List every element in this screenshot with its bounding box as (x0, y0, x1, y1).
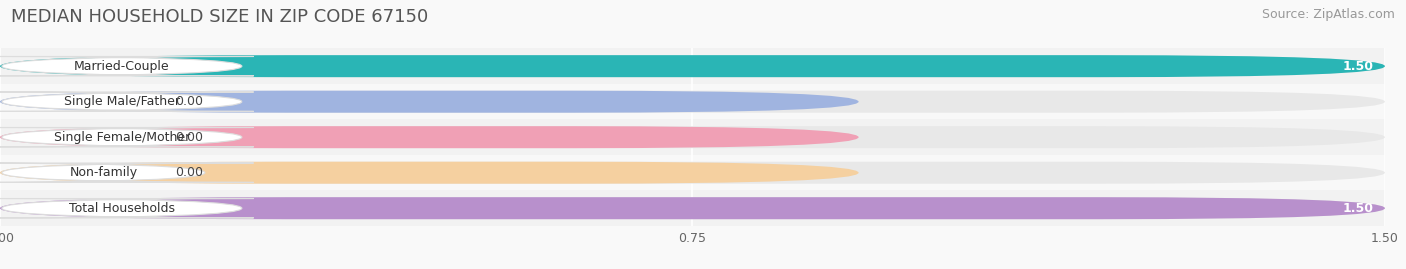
Text: 0.00: 0.00 (176, 95, 204, 108)
Text: Source: ZipAtlas.com: Source: ZipAtlas.com (1261, 8, 1395, 21)
FancyBboxPatch shape (0, 199, 253, 218)
FancyBboxPatch shape (0, 128, 253, 147)
Text: Non-family: Non-family (69, 166, 138, 179)
Text: Single Female/Mother: Single Female/Mother (53, 131, 190, 144)
Text: 1.50: 1.50 (1343, 202, 1374, 215)
FancyBboxPatch shape (0, 91, 1385, 113)
FancyBboxPatch shape (0, 126, 1385, 148)
Text: 1.50: 1.50 (1343, 60, 1374, 73)
FancyBboxPatch shape (0, 55, 1385, 77)
FancyBboxPatch shape (0, 197, 1385, 219)
FancyBboxPatch shape (0, 56, 253, 76)
Text: Total Households: Total Households (69, 202, 174, 215)
Bar (0, 48, 1385, 84)
Text: 0.00: 0.00 (176, 131, 204, 144)
Bar (0, 155, 1385, 190)
FancyBboxPatch shape (0, 163, 253, 182)
FancyBboxPatch shape (0, 55, 1385, 77)
Text: 0.00: 0.00 (176, 166, 204, 179)
FancyBboxPatch shape (0, 92, 253, 111)
Text: Married-Couple: Married-Couple (75, 60, 170, 73)
Bar (0, 119, 1385, 155)
Text: MEDIAN HOUSEHOLD SIZE IN ZIP CODE 67150: MEDIAN HOUSEHOLD SIZE IN ZIP CODE 67150 (11, 8, 429, 26)
FancyBboxPatch shape (0, 162, 859, 184)
FancyBboxPatch shape (0, 126, 859, 148)
Bar (0, 190, 1385, 226)
FancyBboxPatch shape (0, 197, 1385, 219)
Text: Single Male/Father: Single Male/Father (63, 95, 180, 108)
Bar (0, 84, 1385, 119)
FancyBboxPatch shape (0, 162, 1385, 184)
FancyBboxPatch shape (0, 91, 859, 113)
